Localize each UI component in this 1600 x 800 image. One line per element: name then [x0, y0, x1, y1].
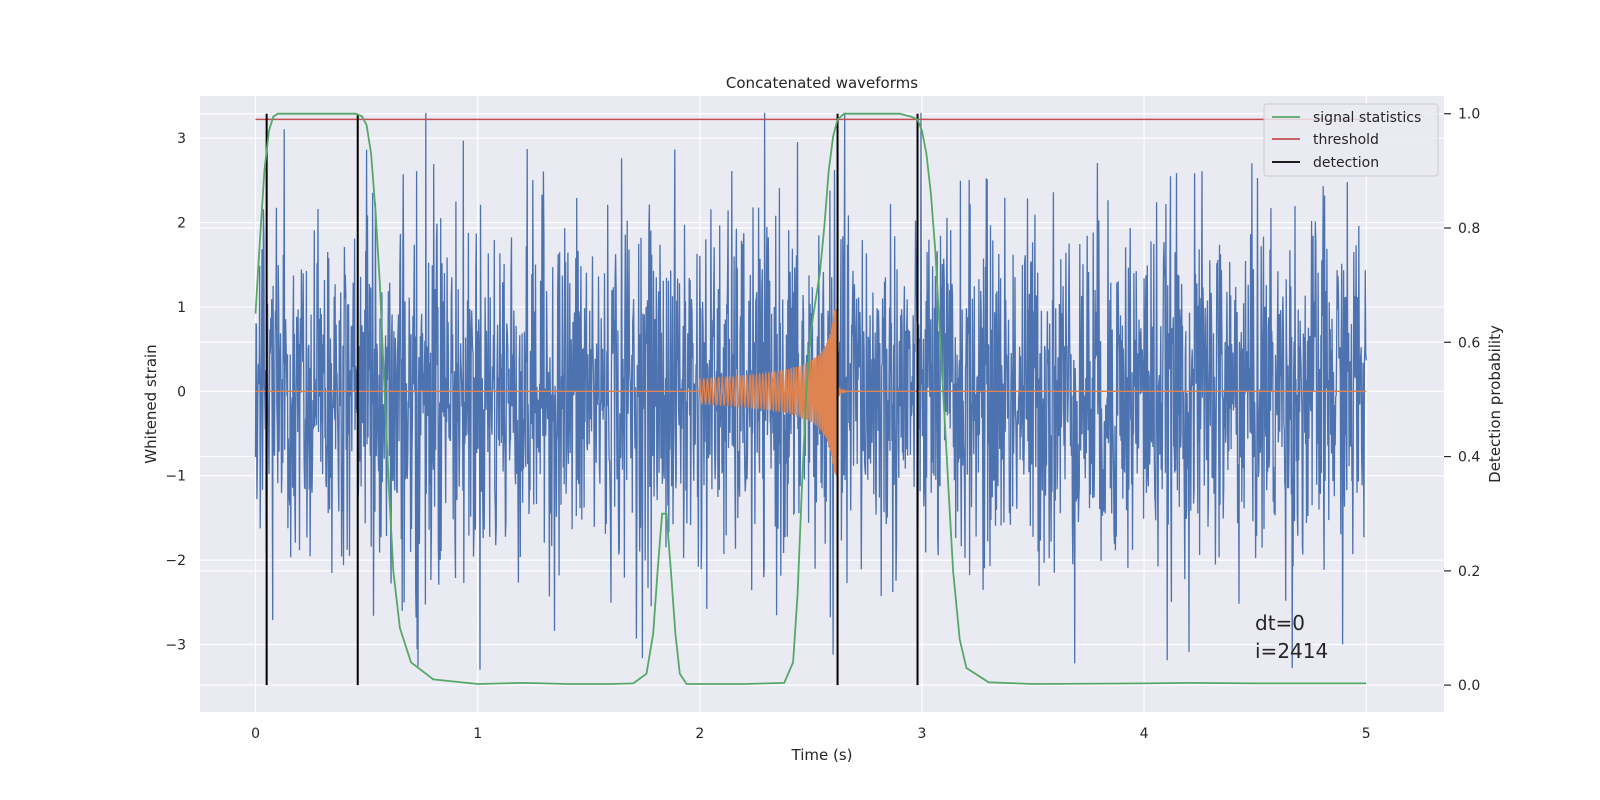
signal-statistics-line [254, 112, 1367, 685]
y-axis-label: Whitened strain [142, 344, 160, 463]
legend-label-signal-statistics: signal statistics [1313, 110, 1421, 126]
y-tick-label: −2 [165, 553, 186, 569]
x-axis-ticks: 0 1 2 3 4 5 [251, 726, 1371, 742]
x-tick-label: 5 [1362, 726, 1371, 742]
y-axis-ticks: −3 −2 −1 0 1 2 3 [165, 131, 186, 653]
y-tick-label: 1 [177, 300, 186, 316]
legend-label-detection: detection [1313, 155, 1379, 171]
x-tick-label: 2 [695, 726, 704, 742]
right-y-tick-label: 0.0 [1458, 678, 1480, 694]
legend: signal statistics threshold detection [1263, 103, 1439, 177]
annotation-index: i=2414 [1255, 639, 1328, 663]
strain-series-line [254, 112, 1367, 670]
right-y-tick-label: 0.2 [1458, 564, 1480, 580]
y-tick-label: 3 [177, 131, 186, 147]
detection-lines [265, 113, 919, 686]
right-y-tick-label: 0.6 [1458, 335, 1480, 351]
y-tick-label: 0 [177, 384, 186, 400]
template-series-line [255, 306, 1367, 476]
x-tick-label: 4 [1140, 726, 1149, 742]
right-y-axis-ticks: 0.0 0.2 0.4 0.6 0.8 1.0 [1444, 107, 1480, 694]
plot-series [254, 112, 1367, 686]
y-tick-label: −3 [165, 637, 186, 653]
x-tick-label: 0 [251, 726, 260, 742]
right-y-axis-label: Detection probability [1486, 325, 1504, 483]
y-tick-label: 2 [177, 216, 186, 232]
right-y-tick-label: 1.0 [1458, 107, 1480, 123]
legend-label-threshold: threshold [1313, 132, 1379, 148]
right-y-tick-label: 0.8 [1458, 221, 1480, 237]
chart-title: Concatenated waveforms [726, 74, 918, 92]
x-tick-label: 1 [473, 726, 482, 742]
right-y-tick-label: 0.4 [1458, 450, 1480, 466]
x-tick-label: 3 [918, 726, 927, 742]
x-axis-label: Time (s) [791, 746, 853, 764]
y-tick-label: −1 [165, 469, 186, 485]
annotation-dt: dt=0 [1255, 611, 1305, 635]
legend-box [1263, 103, 1439, 177]
